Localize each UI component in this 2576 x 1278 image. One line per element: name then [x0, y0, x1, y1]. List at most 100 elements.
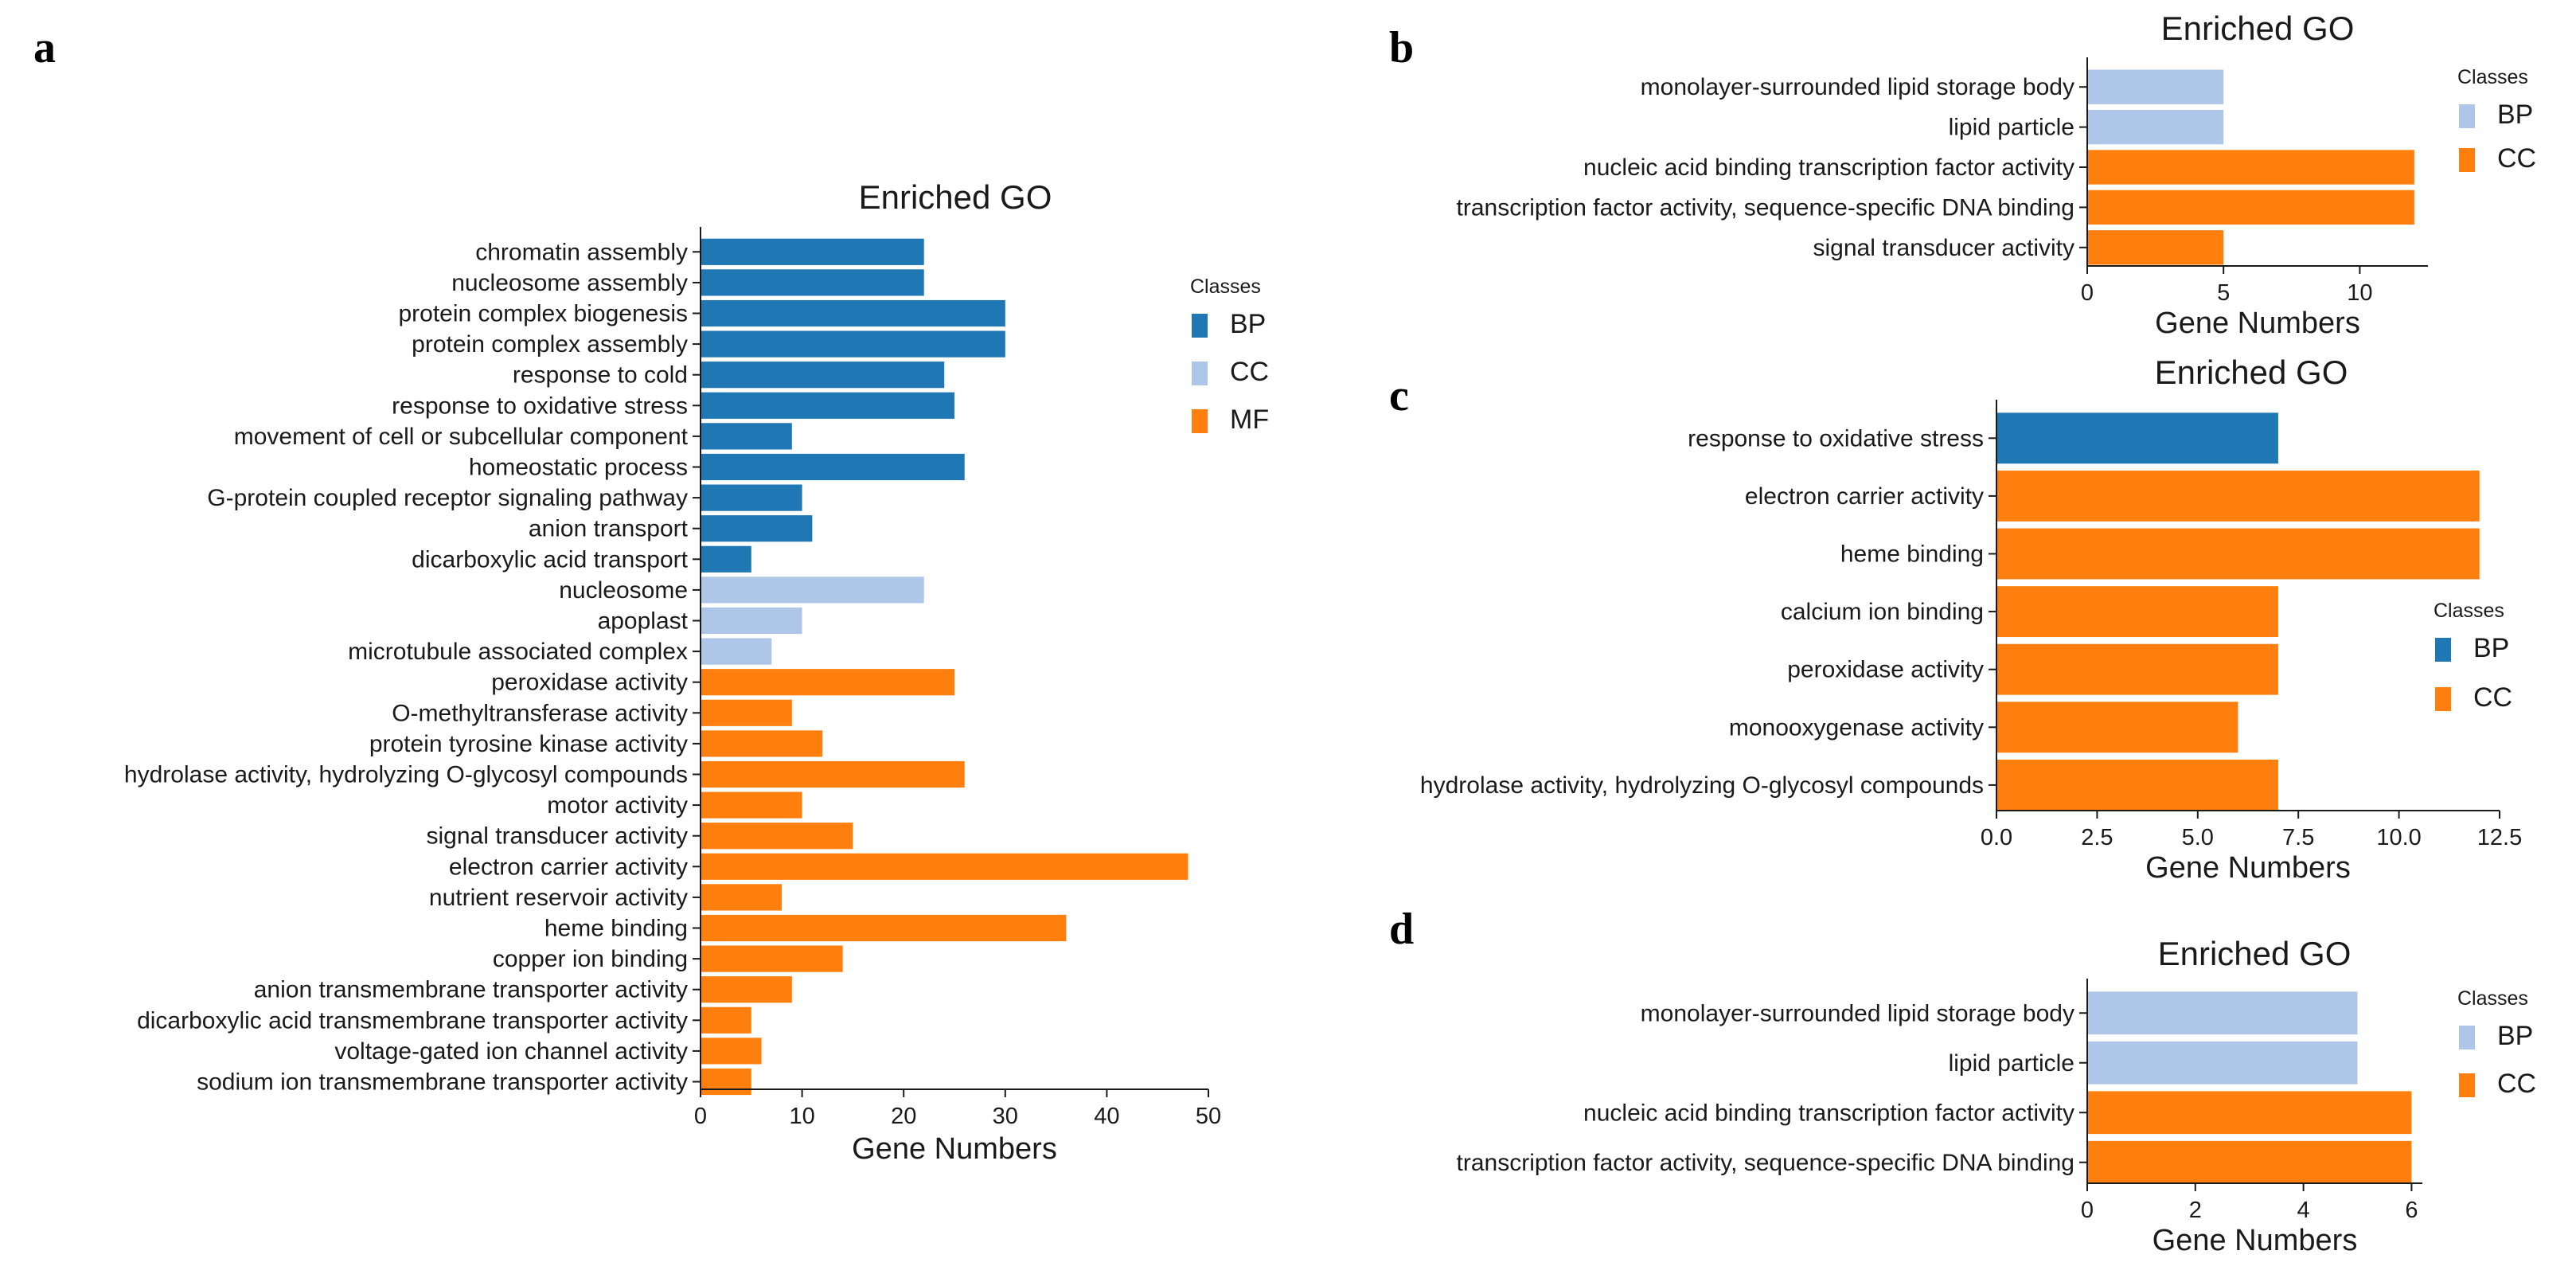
category-label-a-18: motor activity [547, 792, 688, 819]
bar-b-3 [2087, 190, 2414, 225]
category-label-a-8: G-protein coupled receptor signaling pat… [207, 485, 688, 511]
category-label-a-4: response to cold [513, 362, 688, 389]
category-label-c-4: peroxidase activity [1787, 657, 1984, 683]
category-label-d-1: lipid particle [1949, 1050, 2074, 1077]
bar-a-10 [701, 545, 751, 573]
category-label-a-9: anion transport [529, 516, 689, 542]
category-label-a-6: movement of cell or subcellular componen… [234, 424, 689, 450]
bar-d-1 [2087, 1041, 2358, 1085]
legend-swatch-a-2 [1192, 409, 1208, 433]
bar-d-2 [2087, 1091, 2412, 1135]
x-tick-label-c-0: 0.0 [1981, 825, 2012, 850]
x-tick-label-d-0: 0 [2081, 1198, 2094, 1223]
category-label-a-0: chromatin assembly [475, 239, 688, 265]
bar-a-11 [701, 576, 924, 604]
bar-c-3 [1996, 586, 2278, 638]
x-tick-label-d-3: 6 [2405, 1198, 2418, 1223]
category-label-a-12: apoplast [598, 608, 689, 635]
bar-b-2 [2087, 150, 2414, 185]
legend-swatch-b-1 [2459, 148, 2475, 172]
panel-label-c: c [1389, 371, 1409, 420]
chart-title-c: Enriched GO [2155, 354, 2348, 391]
legend-entry-d-1: CC [2497, 1069, 2536, 1099]
bar-c-5 [1996, 702, 2238, 753]
bar-a-13 [701, 638, 772, 665]
category-label-b-0: monolayer-surrounded lipid storage body [1641, 74, 2074, 100]
bar-b-4 [2087, 230, 2224, 265]
bar-a-12 [701, 607, 802, 635]
bar-a-26 [701, 1038, 762, 1065]
x-tick-label-b-0: 0 [2081, 280, 2094, 306]
legend-swatch-a-1 [1192, 362, 1208, 385]
legend-entry-c-1: CC [2473, 682, 2512, 713]
category-label-c-1: electron carrier activity [1745, 483, 1984, 510]
chart-title-a: Enriched GO [859, 178, 1052, 216]
category-label-a-15: O-methyltransferase activity [392, 700, 688, 726]
x-tick-label-d-2: 4 [2297, 1198, 2310, 1223]
x-tick-label-c-4: 10.0 [2376, 825, 2421, 850]
panel-label-b: b [1389, 23, 1414, 72]
category-label-a-24: anion transmembrane transporter activity [254, 977, 688, 1003]
bar-c-2 [1996, 528, 2480, 580]
legend-entry-d-0: BP [2497, 1021, 2533, 1051]
x-tick-label-a-4: 40 [1094, 1104, 1119, 1129]
bar-a-27 [701, 1068, 751, 1096]
bar-d-3 [2087, 1140, 2412, 1184]
category-label-c-0: response to oxidative stress [1688, 425, 1984, 451]
bar-a-23 [701, 945, 843, 972]
legend-swatch-a-0 [1192, 314, 1208, 338]
bar-a-9 [701, 515, 813, 542]
category-label-a-20: electron carrier activity [449, 854, 688, 880]
legend-title-d: Classes [2457, 987, 2528, 1010]
bar-a-22 [701, 914, 1067, 942]
legend-swatch-c-0 [2435, 638, 2451, 662]
bar-a-14 [701, 669, 954, 696]
category-label-d-3: transcription factor activity, sequence-… [1457, 1150, 2074, 1176]
bar-a-5 [701, 392, 954, 419]
x-tick-label-a-2: 20 [891, 1104, 916, 1129]
bar-c-0 [1996, 412, 2278, 464]
category-label-d-2: nucleic acid binding transcription facto… [1583, 1100, 2074, 1126]
bar-d-0 [2087, 991, 2358, 1035]
legend-entry-b-0: BP [2497, 100, 2533, 130]
legend-title-b: Classes [2457, 66, 2528, 88]
bar-a-21 [701, 884, 783, 911]
category-label-a-3: protein complex assembly [412, 331, 688, 358]
bar-c-4 [1996, 643, 2278, 695]
x-tick-label-a-1: 10 [789, 1104, 814, 1129]
category-label-a-26: voltage-gated ion channel activity [334, 1038, 688, 1065]
category-label-a-1: nucleosome assembly [451, 270, 688, 296]
bar-a-3 [701, 330, 1005, 358]
legend-entry-a-2: MF [1230, 405, 1269, 435]
category-label-a-14: peroxidase activity [491, 670, 688, 696]
category-label-c-2: heme binding [1840, 541, 1984, 568]
legend-swatch-b-0 [2459, 104, 2475, 128]
x-tick-label-a-5: 50 [1196, 1104, 1221, 1129]
legend-entry-a-1: CC [1230, 357, 1269, 387]
chart-title-d: Enriched GO [2158, 935, 2352, 972]
category-label-c-5: monooxygenase activity [1729, 714, 1984, 741]
x-tick-label-b-1: 5 [2217, 280, 2230, 306]
bar-a-0 [701, 238, 924, 265]
legend-title-c: Classes [2434, 600, 2504, 622]
category-label-a-10: dicarboxylic acid transport [412, 546, 688, 573]
category-label-a-16: protein tyrosine kinase activity [369, 731, 688, 757]
bar-a-15 [701, 699, 792, 726]
x-axis-label-d: Gene Numbers [2153, 1224, 2358, 1257]
category-label-a-22: heme binding [544, 916, 688, 942]
bar-a-7 [701, 453, 965, 481]
x-axis-label-b: Gene Numbers [2155, 307, 2360, 340]
bar-a-17 [701, 760, 965, 788]
category-label-a-19: signal transducer activity [427, 823, 688, 850]
legend-swatch-d-0 [2459, 1026, 2475, 1049]
x-tick-label-c-5: 12.5 [2477, 825, 2522, 850]
legend-entry-a-0: BP [1230, 309, 1266, 339]
category-label-c-6: hydrolase activity, hydrolyzing O-glycos… [1420, 772, 1984, 799]
legend-swatch-c-1 [2435, 687, 2451, 711]
legend-swatch-d-1 [2459, 1073, 2475, 1097]
bar-b-1 [2087, 109, 2224, 145]
category-label-b-4: signal transducer activity [1813, 235, 2074, 261]
legend-entry-c-0: BP [2473, 633, 2509, 663]
x-tick-label-b-2: 10 [2347, 280, 2372, 306]
